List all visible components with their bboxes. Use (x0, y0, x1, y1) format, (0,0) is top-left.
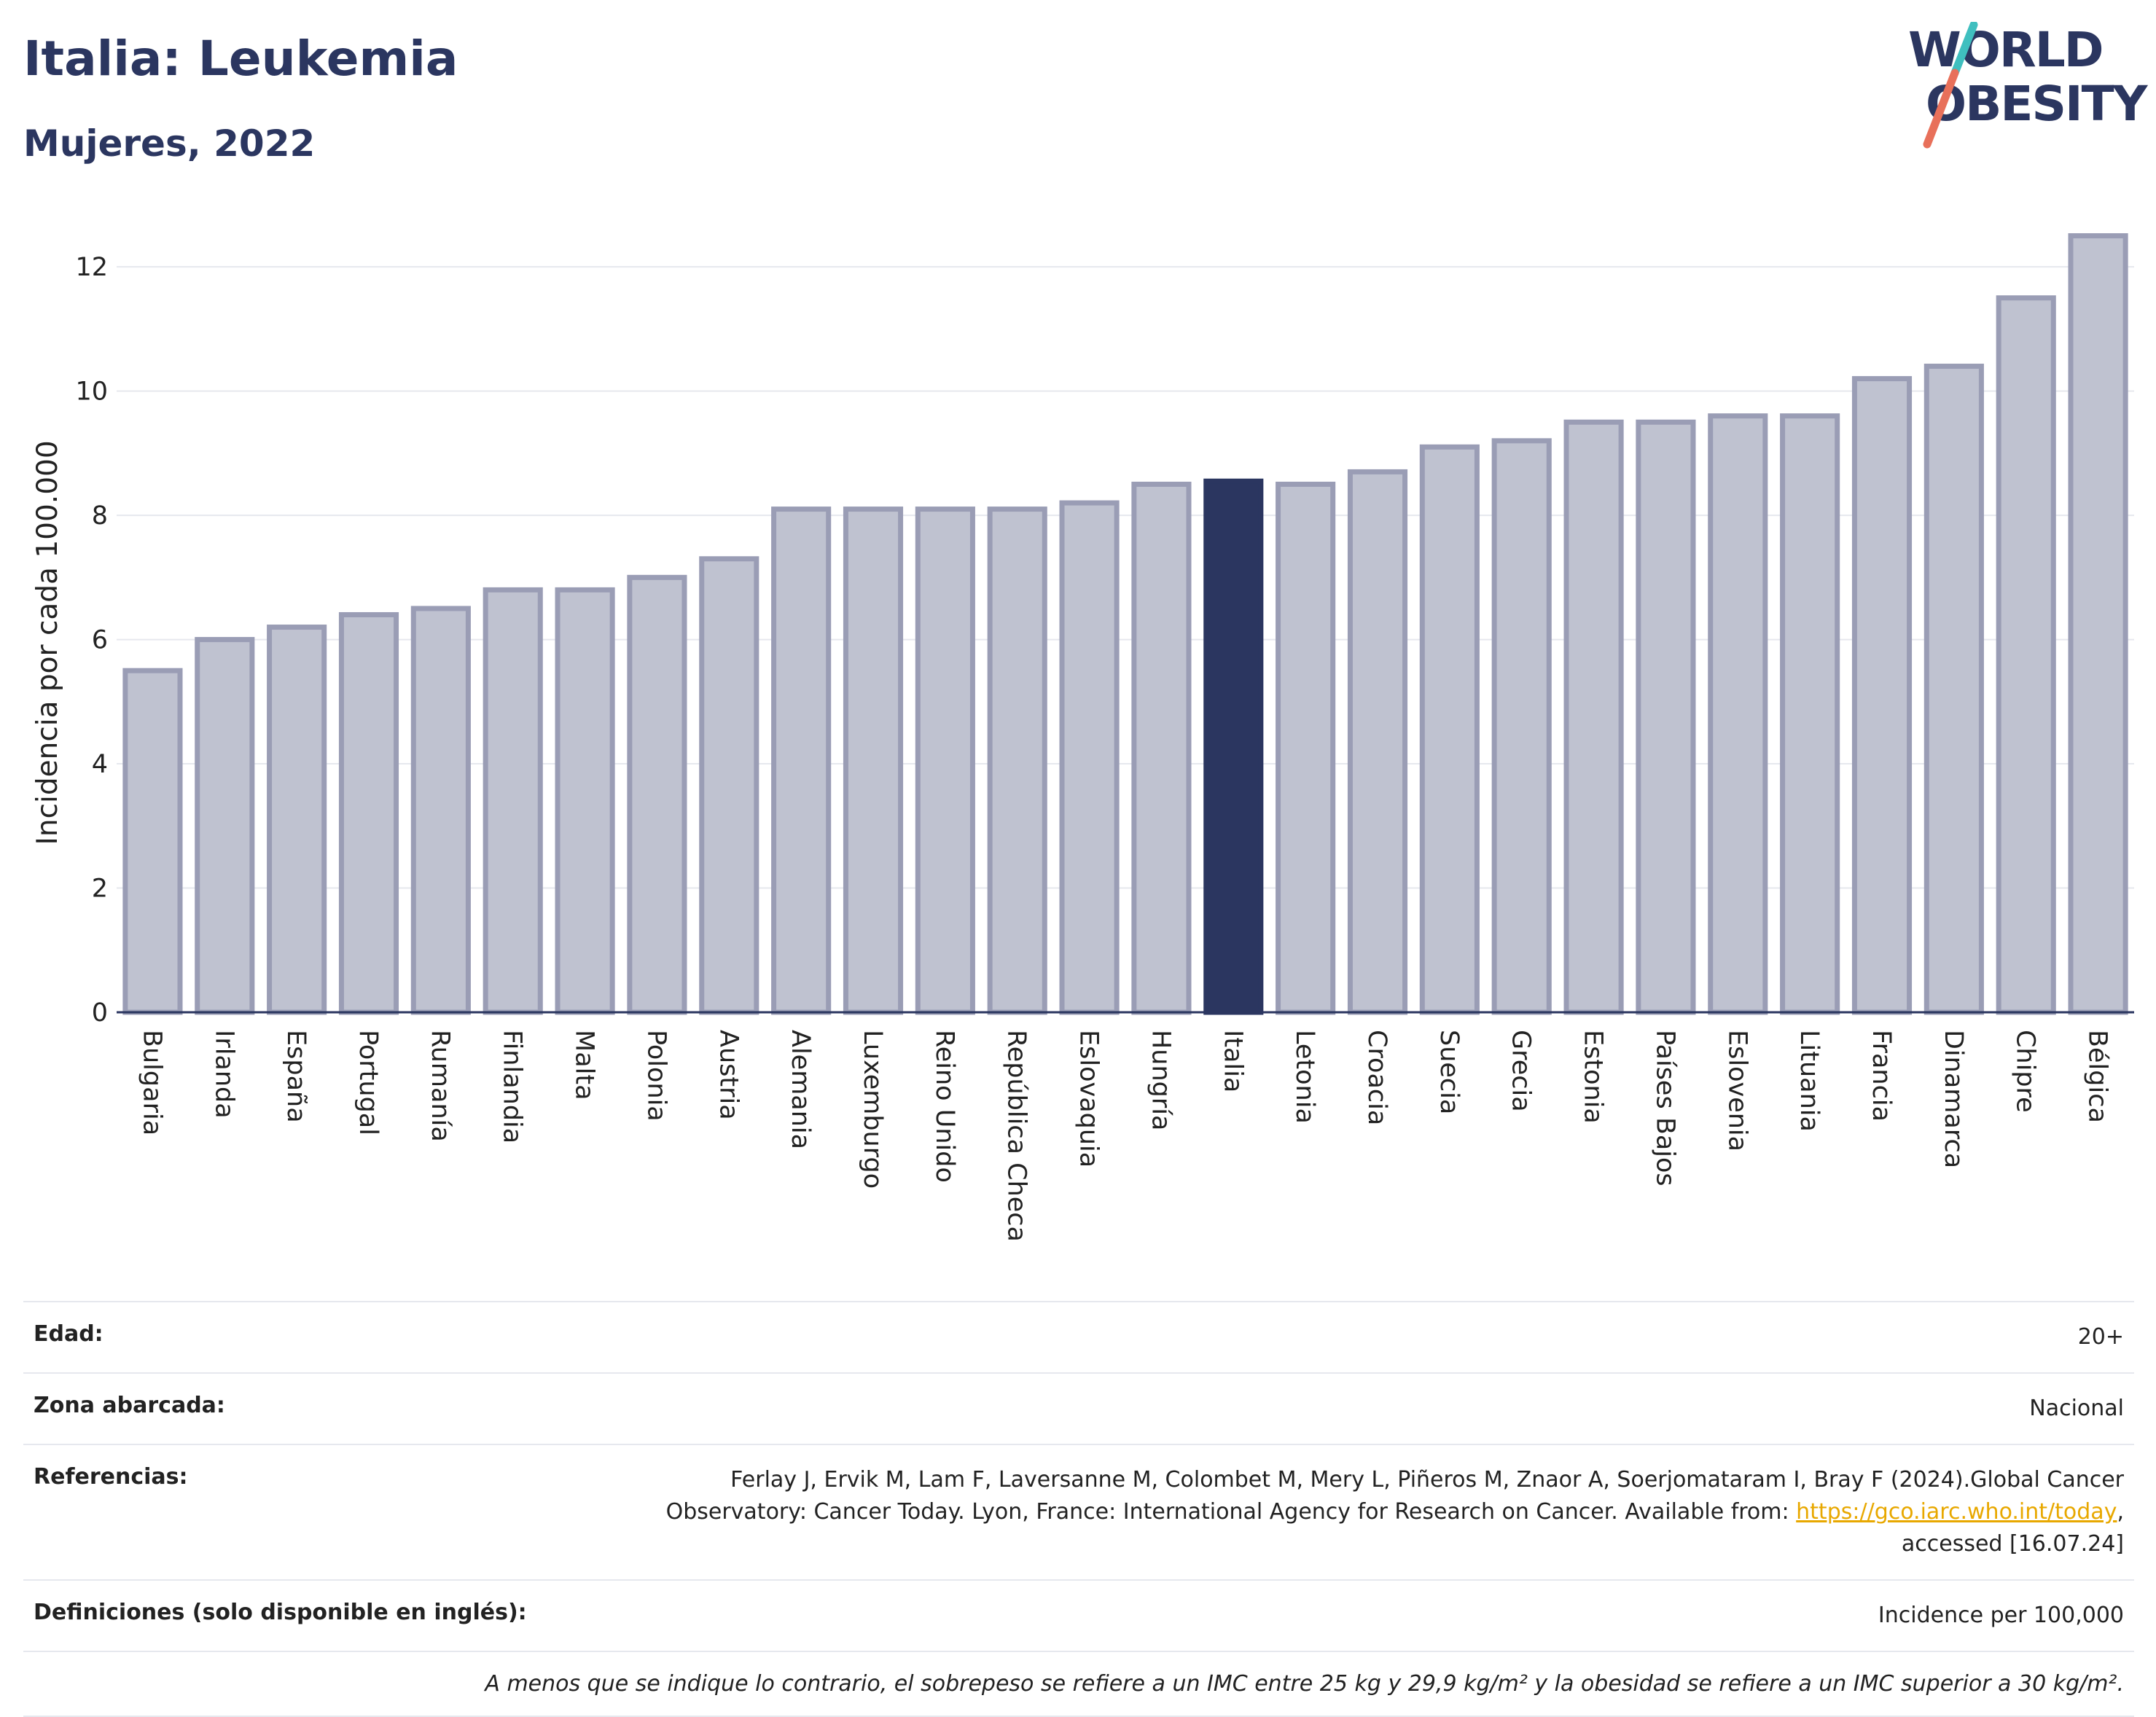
bar-reino-unido (915, 507, 975, 1015)
bar-italia (1203, 478, 1264, 1015)
bar-grecia (1491, 438, 1552, 1015)
info-row-definiciones: Definiciones (solo disponible en inglés)… (23, 1579, 2134, 1651)
edad-label: Edad: (23, 1301, 598, 1373)
definiciones-value: Incidence per 100,000 (598, 1579, 2134, 1651)
x-tick-label: Eslovenia (1722, 1030, 1751, 1151)
x-tick-label: Bulgaria (137, 1030, 166, 1135)
y-tick-label: 0 (92, 998, 108, 1028)
bar-croacia (1347, 469, 1408, 1015)
x-tick-label: Malta (570, 1030, 599, 1100)
x-tick-label: Letonia (1290, 1030, 1319, 1124)
referencias-text-1: Ferlay J, Ervik M, Lam F, Laversanne M, … (665, 1467, 2124, 1525)
x-tick-label: Finlandia (498, 1030, 527, 1143)
info-row-zona: Zona abarcada: Nacional (23, 1372, 2134, 1444)
bar-eslovaquia (1059, 500, 1120, 1015)
bar-república-checa (987, 507, 1047, 1015)
world-obesity-logo: WORLD OBESITY (1895, 22, 2147, 153)
bar-alemania (771, 507, 832, 1015)
x-tick-label: Chipre (2011, 1030, 2040, 1113)
bar-malta (555, 587, 615, 1015)
x-tick-label: República Checa (1002, 1030, 1031, 1242)
x-tick-label: Hungría (1146, 1030, 1175, 1130)
edad-value: 20+ (598, 1301, 2134, 1373)
y-axis-label: Incidencia por cada 100.000 (31, 440, 64, 845)
x-tick-label: Polonia (641, 1030, 671, 1122)
referencias-label: Referencias: (23, 1444, 598, 1580)
x-tick-label: Bélgica (2083, 1030, 2112, 1123)
info-row-edad: Edad: 20+ (23, 1301, 2134, 1373)
zona-value: Nacional (598, 1372, 2134, 1444)
x-tick-label: Eslovaquia (1074, 1030, 1104, 1168)
bar-letonia (1276, 481, 1336, 1015)
x-tick-label: Países Bajos (1650, 1030, 1679, 1186)
bar-dinamarca (1923, 364, 1984, 1015)
info-row-referencias: Referencias: Ferlay J, Ervik M, Lam F, L… (23, 1444, 2134, 1580)
bar-chart: 0 2 4 6 8 10 12 Bulgaria Irlanda España Portugal R… (31, 233, 2134, 1242)
referencias-text-2: , accessed [16.07.24] (1901, 1499, 2124, 1557)
logo-line-world: WORLD (1908, 22, 2104, 78)
x-tick-label: Suecia (1434, 1030, 1464, 1114)
y-tick-label: 2 (92, 875, 108, 904)
bar-irlanda (195, 637, 255, 1015)
referencias-link[interactable]: https://gco.iarc.who.int/today (1796, 1499, 2117, 1525)
y-tick-label: 10 (75, 378, 108, 407)
x-tick-label: Rumanía (426, 1030, 455, 1142)
bar-finlandia (483, 587, 543, 1015)
info-table: Edad: 20+ Zona abarcada: Nacional Refere… (23, 1301, 2134, 1717)
bar-portugal (338, 611, 399, 1015)
bar-rumanía (410, 606, 471, 1015)
x-tick-label: Croacia (1362, 1030, 1391, 1125)
bar-francia (1851, 376, 1913, 1015)
x-tick-label: Francia (1867, 1030, 1896, 1122)
x-tick-label: Reino Unido (930, 1030, 959, 1183)
bar-lituania (1780, 413, 1840, 1015)
x-tick-label: Grecia (1507, 1030, 1536, 1112)
x-tick-label: Lituania (1794, 1030, 1824, 1132)
x-tick-label: Alemania (786, 1030, 815, 1149)
chart-subtitle: Mujeres, 2022 (23, 122, 316, 165)
y-tick-label: 12 (75, 253, 108, 282)
chart-title: Italia: Leukemia (23, 31, 458, 87)
logo-line-obesity: OBESITY (1926, 76, 2147, 132)
x-tick-label: Irlanda (209, 1030, 238, 1119)
zona-label: Zona abarcada: (23, 1372, 598, 1444)
referencias-value: Ferlay J, Ervik M, Lam F, Laversanne M, … (598, 1444, 2134, 1580)
x-tick-label: Austria (714, 1030, 743, 1120)
y-tick-label: 8 (92, 501, 108, 531)
bar-polonia (627, 574, 687, 1015)
x-tick-label: Luxemburgo (858, 1030, 887, 1189)
bar-españa (267, 625, 327, 1015)
bar-hungría (1131, 481, 1192, 1015)
footnote: A menos que se indique lo contrario, el … (23, 1651, 2134, 1717)
x-tick-label: Estonia (1579, 1030, 1608, 1124)
bar-estonia (1563, 419, 1624, 1015)
x-axis-ticks: Bulgaria Irlanda España Portugal Rumanía Finl… (137, 1030, 2112, 1242)
bar-austria (699, 556, 759, 1015)
bars (122, 233, 2128, 1015)
y-tick-label: 4 (92, 750, 108, 779)
logo-slash-icon (1923, 22, 1978, 149)
bar-bulgaria (122, 668, 183, 1015)
x-tick-label: España (281, 1030, 310, 1123)
bar-eslovenia (1708, 413, 1768, 1015)
bar-luxemburgo (843, 507, 904, 1015)
bar-países-bajos (1636, 419, 1696, 1015)
y-axis-ticks: 0 2 4 6 8 10 12 (75, 253, 108, 1028)
y-tick-label: 6 (92, 626, 108, 655)
bar-bélgica (2068, 233, 2128, 1015)
x-tick-label: Italia (1218, 1030, 1247, 1092)
x-tick-label: Dinamarca (1939, 1030, 1968, 1168)
definiciones-label: Definiciones (solo disponible en inglés)… (23, 1579, 598, 1651)
bar-chipre (1996, 295, 2056, 1015)
bar-suecia (1419, 444, 1480, 1015)
info-row-footnote: A menos que se indique lo contrario, el … (23, 1651, 2134, 1717)
x-tick-label: Portugal (354, 1030, 383, 1135)
